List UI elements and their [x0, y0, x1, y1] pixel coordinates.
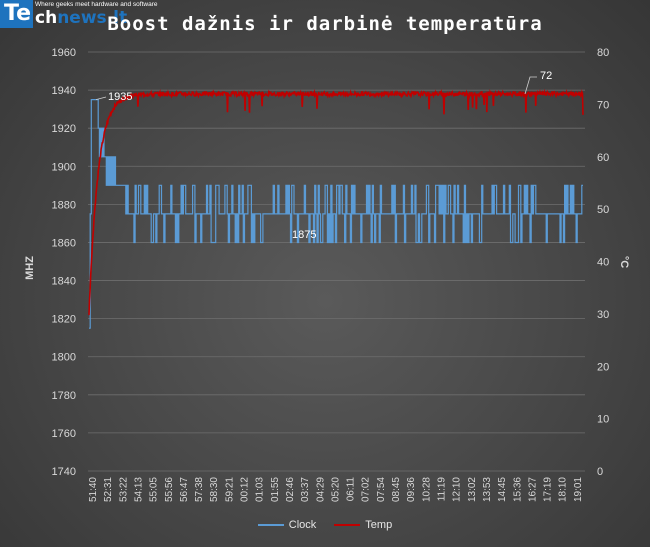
x-tick-label: 09:36: [406, 477, 417, 502]
right-tick-label: 10: [597, 414, 609, 426]
x-tick-label: 07:02: [361, 477, 372, 502]
annotation-leader-peak: [95, 96, 107, 101]
x-tick-label: 10:28: [421, 477, 432, 502]
left-tick-label: 1820: [52, 314, 76, 326]
x-tick-label: 59:21: [224, 477, 235, 502]
left-axis-label: MHZ: [24, 256, 36, 280]
left-tick-label: 1900: [52, 161, 76, 173]
legend-swatch-clock: [257, 524, 284, 526]
x-tick-label: 56:47: [179, 477, 190, 502]
x-tick-label: 57:38: [194, 477, 205, 502]
x-tick-label: 13:02: [467, 477, 478, 502]
logo-name: chnews.lt: [35, 9, 157, 27]
left-tick-label: 1940: [52, 85, 76, 97]
right-axis-label: °C: [618, 256, 630, 268]
x-tick-label: 53:22: [118, 477, 129, 502]
annotation-steady-label: 1875: [292, 229, 316, 241]
annotation-leader-temp: [524, 76, 537, 95]
x-tick-label: 18:10: [558, 477, 569, 502]
x-tick-label: 00:12: [240, 477, 251, 502]
chart-title: Boost dažnis ir darbinė temperatūra: [107, 13, 543, 35]
right-tick-label: 50: [597, 204, 609, 216]
legend: Clock Temp: [0, 519, 650, 531]
x-tick-label: 04:29: [315, 477, 326, 502]
gridlines: [88, 51, 585, 472]
x-tick-label: 55:05: [149, 477, 160, 502]
left-tick-label: 1760: [52, 428, 76, 440]
x-tick-label: 08:45: [391, 477, 402, 502]
logo-tagline: Where geeks meet hardware and software: [35, 1, 158, 8]
right-tick-label: 40: [597, 257, 609, 269]
legend-swatch-temp: [334, 524, 361, 526]
right-tick-label: 20: [597, 361, 609, 373]
left-axis-ticks: 1740 1760 1780 1800 1820 1840 1860 1880 1900 1920…: [52, 47, 76, 478]
x-tick-label: 07:54: [376, 477, 387, 502]
x-tick-label: 01:03: [255, 477, 266, 502]
x-tick-label: 02:46: [285, 477, 296, 502]
left-tick-label: 1740: [52, 466, 76, 478]
series-clock-line: [89, 99, 583, 329]
x-tick-label: 19:01: [573, 477, 584, 502]
x-tick-label: 12:10: [452, 477, 463, 502]
site-logo: Te Where geeks meet hardware and softwar…: [0, 0, 158, 30]
series-temp-line: [88, 88, 584, 316]
legend-label-clock: Clock: [288, 519, 317, 531]
annotations: 1935 1875 72: [95, 70, 552, 241]
x-tick-label: 55:56: [164, 477, 175, 502]
logo-name-accent: news.lt: [57, 8, 128, 28]
logo-name-prefix: ch: [35, 8, 58, 28]
x-axis-ticks: 51:40 52:31 53:22 54:13 55:05 55:56 56:47 57:38…: [88, 477, 584, 502]
x-tick-label: 14:45: [497, 477, 508, 502]
logo-mark: Te: [0, 0, 34, 28]
x-tick-label: 06:11: [346, 477, 357, 502]
x-tick-label: 52:31: [103, 477, 114, 502]
x-tick-label: 54:13: [133, 477, 144, 502]
left-tick-label: 1800: [52, 352, 76, 364]
left-tick-label: 1860: [52, 237, 76, 249]
right-axis-ticks: 0 10 20 30 40 50 60 70 80: [597, 47, 609, 478]
left-tick-label: 1920: [52, 123, 76, 135]
annotation-peak-label: 1935: [108, 91, 132, 103]
right-tick-label: 30: [597, 309, 609, 321]
x-tick-label: 05:20: [330, 477, 341, 502]
x-tick-label: 51:40: [88, 477, 99, 502]
annotation-temp-label: 72: [540, 70, 552, 82]
right-tick-label: 0: [597, 466, 603, 478]
x-tick-label: 13:53: [482, 477, 493, 502]
logo-text: Where geeks meet hardware and software c…: [35, 0, 157, 27]
x-tick-label: 17:19: [543, 477, 554, 502]
x-tick-label: 01:55: [270, 477, 281, 502]
x-tick-label: 15:36: [512, 477, 523, 502]
x-tick-label: 03:37: [300, 477, 311, 502]
x-tick-label: 16:27: [527, 477, 538, 502]
left-tick-label: 1960: [52, 47, 76, 59]
legend-item-temp: Temp: [334, 519, 392, 531]
right-tick-label: 70: [597, 99, 609, 111]
legend-item-clock: Clock: [257, 519, 317, 531]
x-tick-label: 11:19: [437, 477, 448, 502]
x-tick-label: 58:30: [209, 477, 220, 502]
left-tick-label: 1840: [52, 276, 76, 288]
right-tick-label: 80: [597, 47, 609, 59]
legend-label-temp: Temp: [365, 519, 393, 531]
left-tick-label: 1780: [52, 390, 76, 402]
right-tick-label: 60: [597, 152, 609, 164]
left-tick-label: 1880: [52, 199, 76, 211]
